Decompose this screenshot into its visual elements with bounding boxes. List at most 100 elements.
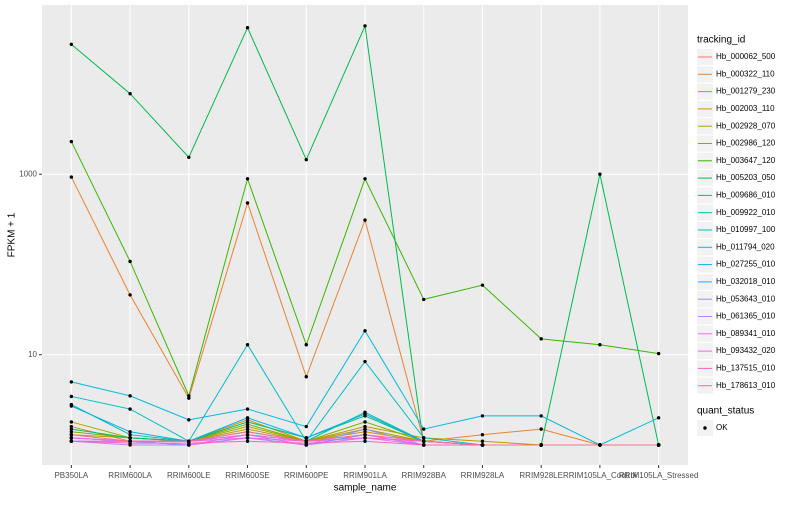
legend-label: Hb_027255_010: [716, 260, 776, 269]
data-point: [245, 427, 250, 431]
data-point: [304, 157, 308, 162]
legend-label: OK: [716, 423, 728, 432]
data-point: [245, 416, 250, 420]
data-point: [363, 424, 367, 429]
legend-label: Hb_003647_120: [716, 156, 776, 165]
data-point: [539, 427, 543, 431]
data-point: [422, 297, 426, 302]
data-point: [69, 439, 74, 443]
y-axis-label: FPKM + 1: [7, 212, 18, 257]
data-point: [539, 337, 543, 341]
legend-label: Hb_009922_010: [716, 208, 776, 217]
data-point: [187, 155, 191, 160]
data-point: [480, 439, 485, 443]
data-point: [69, 394, 74, 399]
data-point: [69, 436, 74, 440]
legend-label: Hb_061365_010: [716, 312, 776, 321]
data-point: [304, 375, 308, 379]
x-tick-label: RRIM105LA_Control: [563, 471, 637, 480]
data-point: [245, 26, 250, 30]
data-point: [422, 436, 426, 440]
legend-label: Hb_000062_500: [716, 52, 776, 61]
y-tick-label: 1000: [19, 169, 37, 178]
data-point: [128, 439, 132, 443]
data-point: [363, 432, 367, 437]
data-point: [363, 329, 367, 333]
data-point: [480, 414, 485, 418]
data-point: [245, 407, 250, 411]
data-point: [128, 259, 132, 264]
data-point: [539, 414, 543, 418]
legend-swatch: [703, 426, 707, 430]
data-point: [480, 443, 485, 447]
data-point: [480, 432, 485, 437]
data-point: [245, 436, 250, 440]
data-point: [245, 201, 250, 205]
data-point: [187, 439, 191, 443]
legend-label: Hb_137515_010: [716, 364, 776, 373]
data-point: [598, 172, 602, 176]
data-point: [245, 432, 250, 437]
data-point: [304, 424, 308, 429]
data-point: [422, 427, 426, 431]
data-point: [128, 92, 132, 96]
legend-label: Hb_053643_010: [716, 294, 776, 303]
x-axis-label: sample_name: [334, 483, 397, 494]
data-point: [69, 139, 74, 144]
data-point: [480, 283, 485, 287]
x-tick-label: RRIM600LE: [167, 471, 211, 480]
data-point: [69, 432, 74, 437]
data-point: [187, 394, 191, 398]
data-point: [363, 439, 367, 443]
legend-label: Hb_002003_110: [716, 104, 775, 113]
data-point: [539, 443, 543, 447]
data-point: [304, 436, 308, 440]
data-point: [363, 24, 367, 28]
data-point: [128, 436, 132, 440]
legend-label: Hb_001279_230: [716, 87, 776, 96]
data-point: [69, 42, 74, 47]
legend-label: Hb_002986_120: [716, 139, 776, 148]
legend-label: Hb_000322_110: [716, 69, 775, 78]
data-point: [598, 343, 602, 347]
data-point: [363, 427, 367, 431]
data-point: [422, 439, 426, 443]
data-point: [245, 177, 250, 181]
data-point: [363, 412, 367, 416]
data-point: [245, 424, 250, 429]
data-point: [69, 420, 74, 424]
legend-label: Hb_011794_020: [716, 242, 775, 251]
data-point: [69, 404, 74, 408]
x-tick-label: RRIM928BA: [401, 471, 446, 480]
x-tick-label: RRIM105LA_Stressed: [619, 471, 699, 480]
data-point: [598, 443, 602, 447]
data-point: [363, 218, 367, 222]
data-point: [128, 394, 132, 398]
data-point: [128, 407, 132, 411]
data-point: [245, 439, 250, 443]
legend-label: Hb_089341_010: [716, 329, 776, 338]
data-point: [128, 430, 132, 434]
x-tick-label: PB350LA: [54, 471, 88, 480]
data-point: [422, 443, 426, 447]
data-point: [69, 427, 74, 431]
legend-label: Hb_009686_010: [716, 191, 776, 200]
data-point: [656, 416, 661, 420]
x-tick-label: RRIM600PE: [284, 471, 328, 480]
data-point: [245, 343, 250, 347]
data-point: [187, 418, 191, 422]
x-tick-label: RRIM600LA: [108, 471, 152, 480]
data-point: [363, 177, 367, 181]
data-point: [363, 359, 367, 364]
legend-label: Hb_093432_020: [716, 346, 776, 355]
data-point: [128, 432, 132, 437]
y-tick-label: 10: [28, 350, 37, 359]
legend-label: Hb_032018_010: [716, 277, 776, 286]
data-point: [69, 380, 74, 384]
data-point: [69, 430, 74, 434]
data-point: [245, 420, 250, 424]
data-point: [304, 439, 308, 443]
data-point: [656, 351, 661, 356]
x-tick-label: RRIM928LA: [461, 471, 505, 480]
